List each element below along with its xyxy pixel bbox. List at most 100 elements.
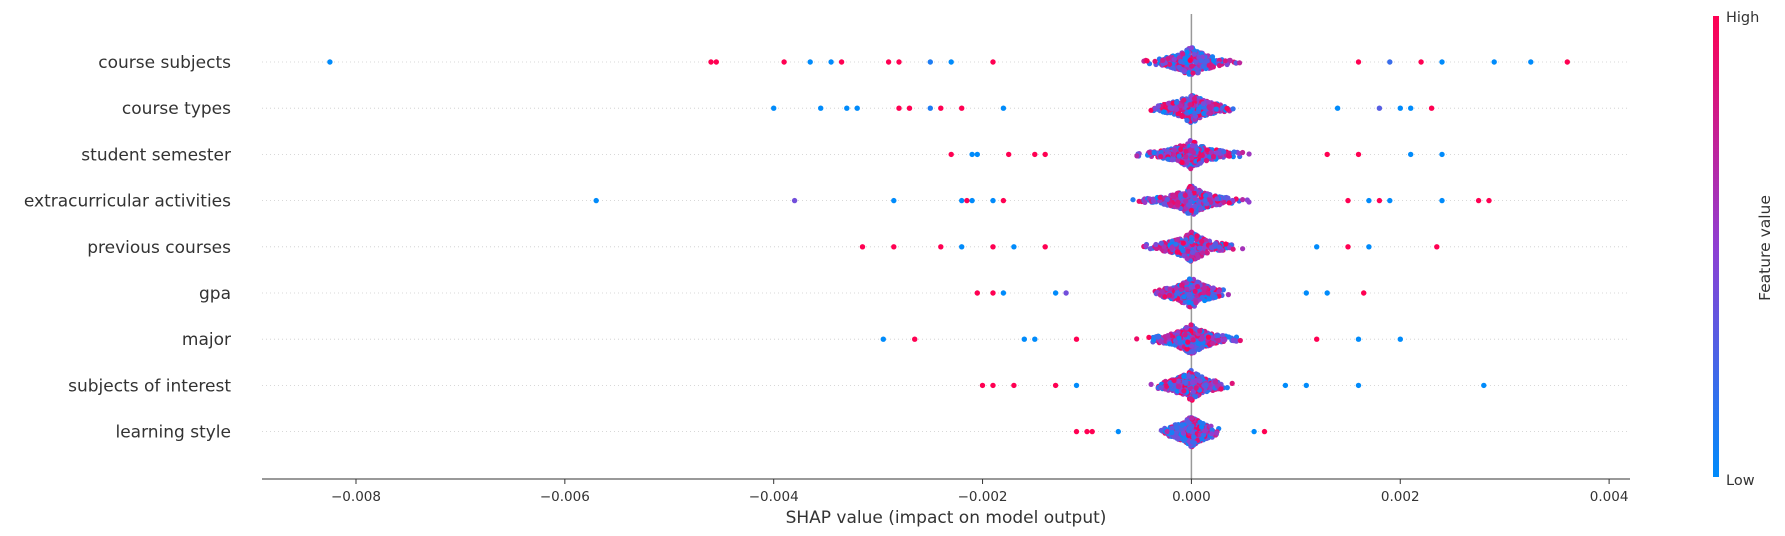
shap-point xyxy=(1206,99,1212,106)
shap-point-outlier xyxy=(891,197,897,204)
shap-point xyxy=(1165,156,1171,162)
shap-point-outlier xyxy=(896,59,902,65)
shap-point xyxy=(1196,245,1202,251)
shap-point xyxy=(1195,254,1201,260)
shap-point-outlier xyxy=(807,59,813,65)
shap-point xyxy=(1199,294,1205,301)
shap-point xyxy=(1175,157,1181,163)
shap-point xyxy=(1184,286,1190,292)
shap-point xyxy=(1148,381,1154,387)
shap-point xyxy=(1151,198,1157,204)
shap-point xyxy=(1184,325,1190,331)
shap-point xyxy=(1172,147,1178,153)
shap-point xyxy=(1199,152,1205,158)
shap-point xyxy=(1179,159,1185,166)
shap-point xyxy=(1176,64,1182,70)
shap-point-outlier xyxy=(1084,428,1090,435)
shap-point xyxy=(1174,106,1180,112)
shap-point-outlier xyxy=(1418,59,1424,65)
shap-point xyxy=(1189,249,1196,255)
shap-point xyxy=(1182,332,1188,338)
shap-point xyxy=(1174,237,1181,243)
shap-point-outlier xyxy=(896,105,902,111)
shap-point-outlier xyxy=(959,105,965,111)
shap-point xyxy=(1152,58,1158,64)
shap-point xyxy=(1175,378,1181,384)
shap-point xyxy=(1178,146,1184,152)
shap-point xyxy=(1206,154,1212,160)
shap-point xyxy=(1178,58,1184,65)
shap-point xyxy=(1165,100,1172,106)
shap-point xyxy=(1130,197,1136,203)
shap-point xyxy=(1148,107,1154,113)
shap-point xyxy=(1221,149,1227,155)
shap-point xyxy=(1225,292,1231,298)
shap-point-outlier xyxy=(1376,197,1383,204)
shap-point xyxy=(1189,143,1196,149)
shap-point xyxy=(1213,106,1219,112)
shap-point xyxy=(1191,434,1197,440)
shap-point xyxy=(1164,428,1170,435)
shap-point xyxy=(1199,238,1205,245)
shap-point xyxy=(1201,432,1207,438)
shap-point xyxy=(1185,420,1191,426)
shap-point-outlier xyxy=(979,382,986,389)
shap-point xyxy=(1188,207,1195,213)
shap-point xyxy=(1203,237,1209,243)
shap-point xyxy=(1191,96,1198,102)
shap-point-outlier xyxy=(781,59,787,65)
colorbar-high-label: High xyxy=(1726,10,1759,26)
shap-point xyxy=(1246,199,1252,205)
shap-point-outlier xyxy=(1115,428,1122,435)
shap-point xyxy=(1182,192,1188,198)
shap-point xyxy=(1174,388,1180,394)
shap-point xyxy=(1183,148,1189,154)
shap-point-outlier xyxy=(1428,105,1435,111)
feature-labels: course subjects course types student semes… xyxy=(24,53,231,443)
shap-point xyxy=(1181,97,1187,103)
shap-point xyxy=(1178,286,1184,292)
shap-point xyxy=(1190,439,1196,445)
shap-point xyxy=(1187,191,1193,197)
shap-point xyxy=(1203,158,1210,164)
shap-point-outlier xyxy=(708,59,714,65)
shap-point xyxy=(1179,113,1185,119)
shap-point-outlier xyxy=(327,59,333,65)
shap-point-outlier xyxy=(1528,59,1534,65)
shap-point xyxy=(1155,103,1161,109)
shap-point xyxy=(1178,193,1184,199)
shap-point xyxy=(1200,101,1206,107)
shap-point xyxy=(1165,333,1171,339)
shap-point-outlier xyxy=(1282,382,1289,389)
shap-point xyxy=(1215,337,1221,343)
shap-point-outlier xyxy=(1073,382,1080,389)
shap-point xyxy=(1198,206,1204,212)
shap-point xyxy=(1169,157,1175,163)
shap-point xyxy=(1192,110,1198,116)
shap-point-outlier xyxy=(844,105,850,111)
shap-point-outlier xyxy=(593,197,599,204)
shap-point xyxy=(1214,196,1220,202)
shap-point xyxy=(1199,344,1205,350)
shap-point xyxy=(1209,54,1216,60)
shap-point xyxy=(1187,425,1193,431)
shap-point xyxy=(1158,385,1164,391)
shap-point xyxy=(1176,335,1182,341)
colorbar-gradient xyxy=(1713,16,1719,477)
x-axis-ticks: −0.008 −0.006 −0.004 −0.002 0.000 0.002 0.004 xyxy=(331,479,1628,505)
shap-point xyxy=(1164,383,1170,389)
shap-point-outlier xyxy=(990,382,996,389)
shap-point xyxy=(1230,154,1236,160)
shap-point-outlier xyxy=(964,197,970,204)
shap-point-outlier xyxy=(854,105,860,111)
shap-point xyxy=(1210,153,1217,160)
feature-label: extracurricular activities xyxy=(24,192,231,212)
shap-point xyxy=(1223,241,1229,247)
shap-point xyxy=(1179,246,1185,252)
shap-point xyxy=(1210,291,1216,297)
shap-point-outlier xyxy=(990,197,996,204)
shap-point xyxy=(1205,334,1211,340)
shap-point xyxy=(1155,334,1161,340)
